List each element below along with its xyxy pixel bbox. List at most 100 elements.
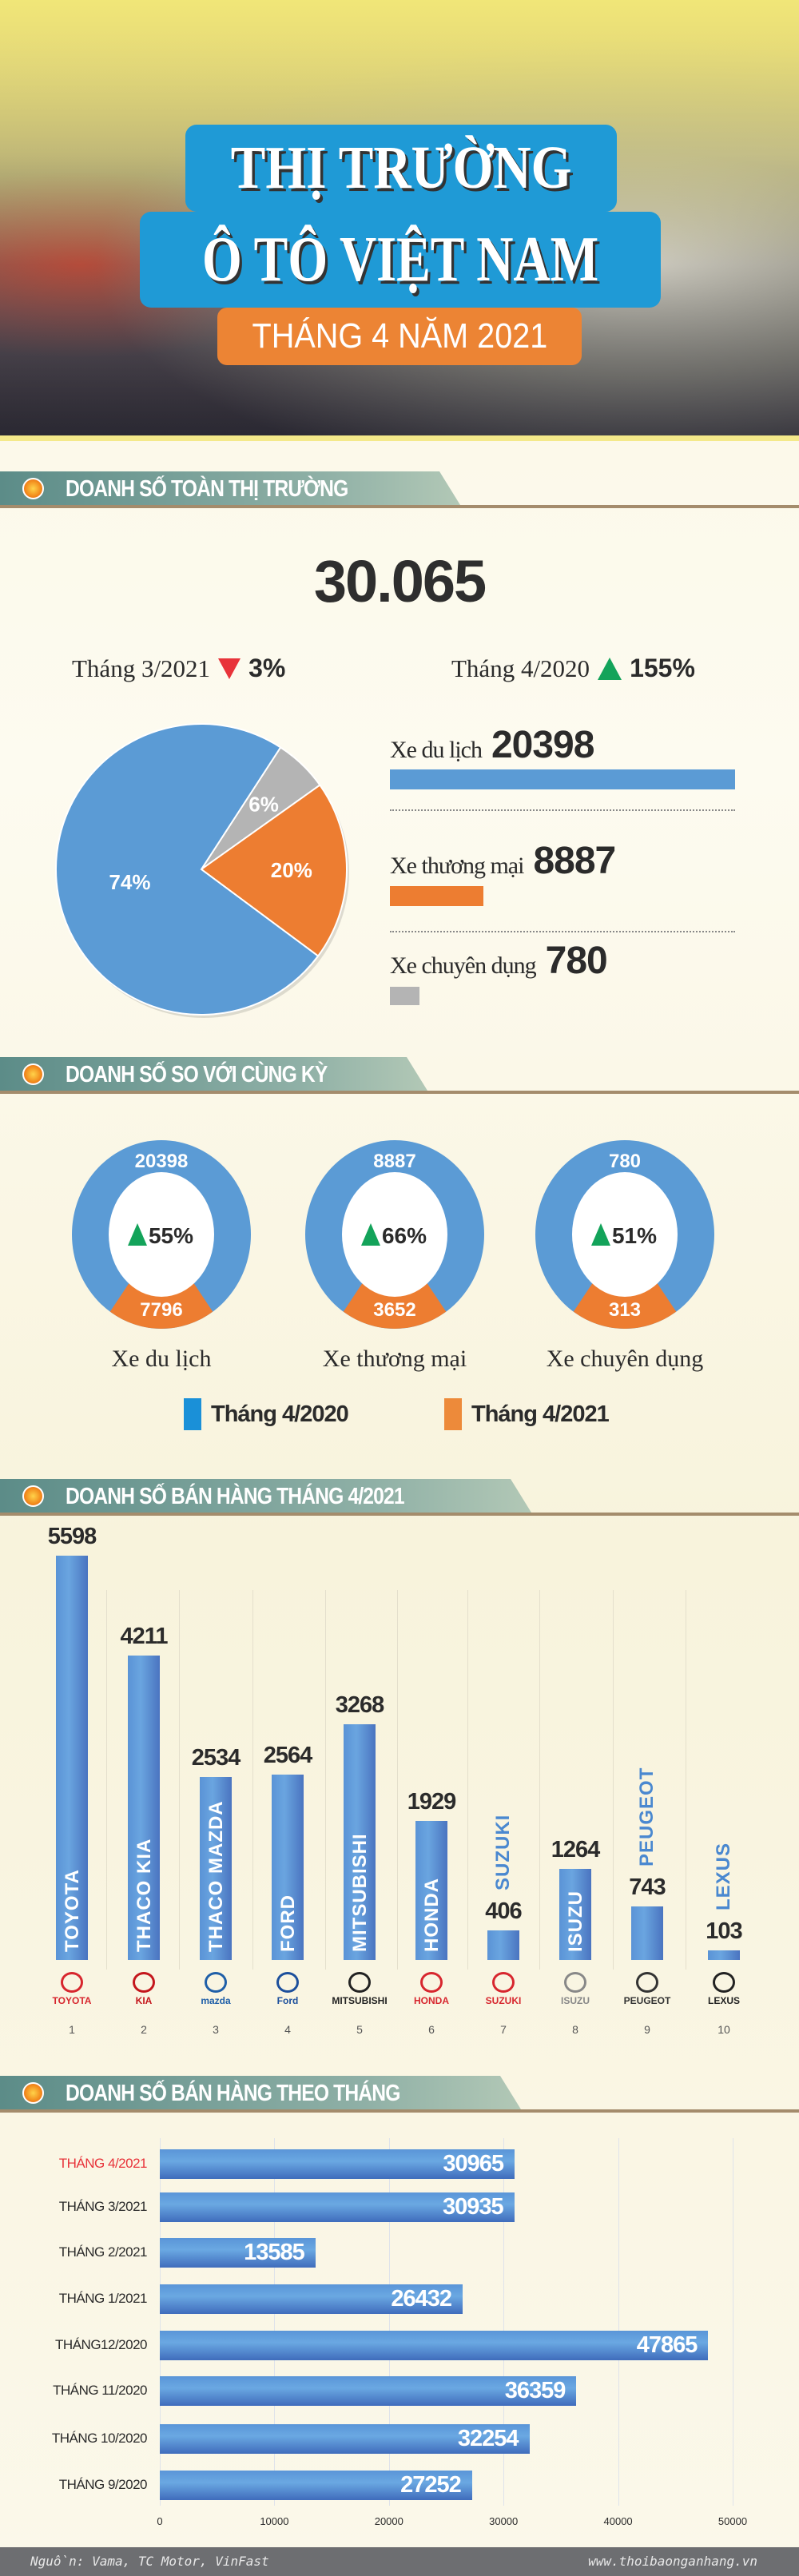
month-label: THÁNG 10/2020 [51, 2431, 148, 2446]
legend-2020: Tháng 4/2020 [184, 1398, 349, 1430]
bar-brand-label: MITSUBISHI [349, 1833, 371, 1952]
donut-value-2021: 7796 [140, 1299, 182, 1321]
pie-label: 6% [248, 793, 279, 817]
month-bar: 13585 [160, 2238, 316, 2268]
bar-value: 3268 [335, 1691, 385, 1718]
logo-emblem-icon [205, 1972, 227, 1993]
section-title: DOANH SỐ TOÀN THỊ TRƯỜNG [66, 476, 348, 502]
legend-label: Tháng 4/2020 [211, 1401, 349, 1427]
bar-value: 2564 [263, 1743, 313, 1769]
hero-banner: THỊ TRƯỜNG Ô TÔ VIỆT NAM THÁNG 4 NĂM 202… [0, 0, 799, 441]
month-label: THÁNG 11/2020 [53, 2383, 147, 2398]
section-title: DOANH SỐ SO VỚI CÙNG KỲ [66, 1062, 328, 1087]
bar-brand-label: THACO MAZDA [205, 1800, 227, 1952]
logo-emblem-icon [420, 1972, 443, 1993]
brand-logo-lexus: LEXUS [707, 1995, 740, 2006]
bar-brand-label: HONDA [421, 1878, 443, 1952]
x-tick-label: 40000 [603, 2515, 633, 2527]
x-tick-label: 30000 [489, 2515, 519, 2527]
down-arrow-icon [218, 658, 241, 679]
month-bar: 27252 [160, 2471, 472, 2500]
legend-2021: Tháng 4/2021 [444, 1398, 610, 1430]
x-tick-label: 0 [157, 2515, 163, 2527]
month-bar: 47865 [160, 2331, 709, 2360]
month-bar: 32254 [160, 2424, 530, 2454]
brand-logo-mazda: mazda [201, 1995, 231, 2006]
legend-label: Xe du lịch [390, 737, 483, 763]
rank-number: 2 [141, 2023, 147, 2036]
logo-emblem-icon [276, 1972, 299, 1993]
title-line-2: Ô TÔ VIỆT NAM [201, 224, 599, 295]
site-link[interactable]: www.thoibaonganhang.vn [588, 2554, 757, 2569]
rank-number: 8 [572, 2023, 578, 2036]
donut-2: 8887 3652 66% [303, 1139, 487, 1330]
section-header-yoy: DOANH SỐ SO VỚI CÙNG KỲ [0, 1057, 799, 1094]
bar-value: 2534 [191, 1744, 241, 1771]
subtitle-box: THÁNG 4 NĂM 2021 [217, 308, 582, 365]
legend-special: Xe chuyên dụng 780 [390, 939, 608, 983]
logo-emblem-icon [492, 1972, 515, 1993]
bar-brand-label: ISUZU [565, 1890, 586, 1952]
brand-logo-ford: Ford [276, 1995, 299, 2006]
bar-isuzu [559, 1868, 591, 1960]
legend-passenger: Xe du lịch 20398 [390, 723, 594, 767]
donut-1: 20398 7796 55% [70, 1139, 253, 1330]
donut-hole [109, 1172, 214, 1297]
rank-number: 6 [428, 2023, 435, 2036]
bar-value: 5598 [47, 1524, 97, 1549]
column-divider [539, 1590, 540, 1970]
month-bar: 30935 [160, 2192, 515, 2222]
legend-value: 8887 [533, 840, 616, 882]
column-divider [179, 1590, 180, 1970]
pie-label: 74% [109, 870, 150, 894]
gridline [388, 2138, 390, 2506]
donut-value-2021: 3652 [373, 1299, 415, 1321]
donut-label: Xe thương mại [322, 1346, 467, 1372]
rank-number: 3 [213, 2023, 219, 2036]
bullet-icon [22, 2082, 44, 2104]
rank-number: 10 [718, 2023, 730, 2036]
bar-toyota [56, 1556, 88, 1960]
month-label: THÁNG 4/2021 [58, 2156, 148, 2171]
bar-thaco-kia [128, 1656, 160, 1960]
column-divider [325, 1590, 326, 1970]
brand-logo-toyota: TOYOTA [52, 1995, 92, 2006]
legend-bar-commercial [390, 886, 483, 906]
bar-value: 4211 [120, 1624, 169, 1650]
x-tick-label: 20000 [374, 2515, 403, 2527]
donut-change: 66% [382, 1223, 427, 1248]
hero-strip [0, 435, 799, 441]
title-box-1: THỊ TRƯỜNG [185, 125, 617, 212]
logo-emblem-icon [61, 1972, 83, 1993]
brand-logo-mitsubishi: MITSUBISHI [332, 1995, 388, 2006]
source-text: Nguồn: Vama, TC Motor, VinFast [30, 2554, 269, 2569]
donut-change: 55% [149, 1223, 193, 1248]
bullet-icon [22, 1063, 44, 1085]
donut-value-2020: 20398 [135, 1151, 189, 1172]
compare-label: Tháng 4/2020 [451, 654, 590, 682]
up-arrow-icon [591, 1223, 610, 1246]
bar-value: 406 [485, 1898, 522, 1925]
section-header-monthly: DOANH SỐ BÁN HÀNG THEO THÁNG [0, 2076, 799, 2113]
up-arrow-icon [128, 1223, 147, 1246]
rank-number: 4 [284, 2023, 291, 2036]
bullet-icon [22, 478, 44, 499]
donut-hole [342, 1172, 447, 1297]
bar-value: 743 [629, 1874, 666, 1900]
legend-bar-passenger [390, 769, 735, 789]
donut-value-2020: 8887 [373, 1151, 415, 1172]
bar-brand-label: SUZUKI [492, 1814, 514, 1891]
donut-chart: 20398 7796 55% [72, 1140, 251, 1329]
donut-label: Xe chuyên dụng [546, 1346, 704, 1372]
gridline [160, 2138, 161, 2506]
brand-logo-honda: HONDA [414, 1995, 449, 2006]
compare-label: Tháng 3/2021 [72, 654, 211, 682]
total-sales: 30.065 [313, 548, 487, 614]
gridline [503, 2138, 505, 2506]
x-tick-label: 50000 [718, 2515, 748, 2527]
legend-value: 780 [545, 940, 608, 982]
rank-number: 1 [69, 2023, 75, 2036]
legend-label: Xe thương mại [390, 853, 524, 879]
compare-value: 155% [630, 654, 695, 682]
logo-emblem-icon [133, 1972, 155, 1993]
